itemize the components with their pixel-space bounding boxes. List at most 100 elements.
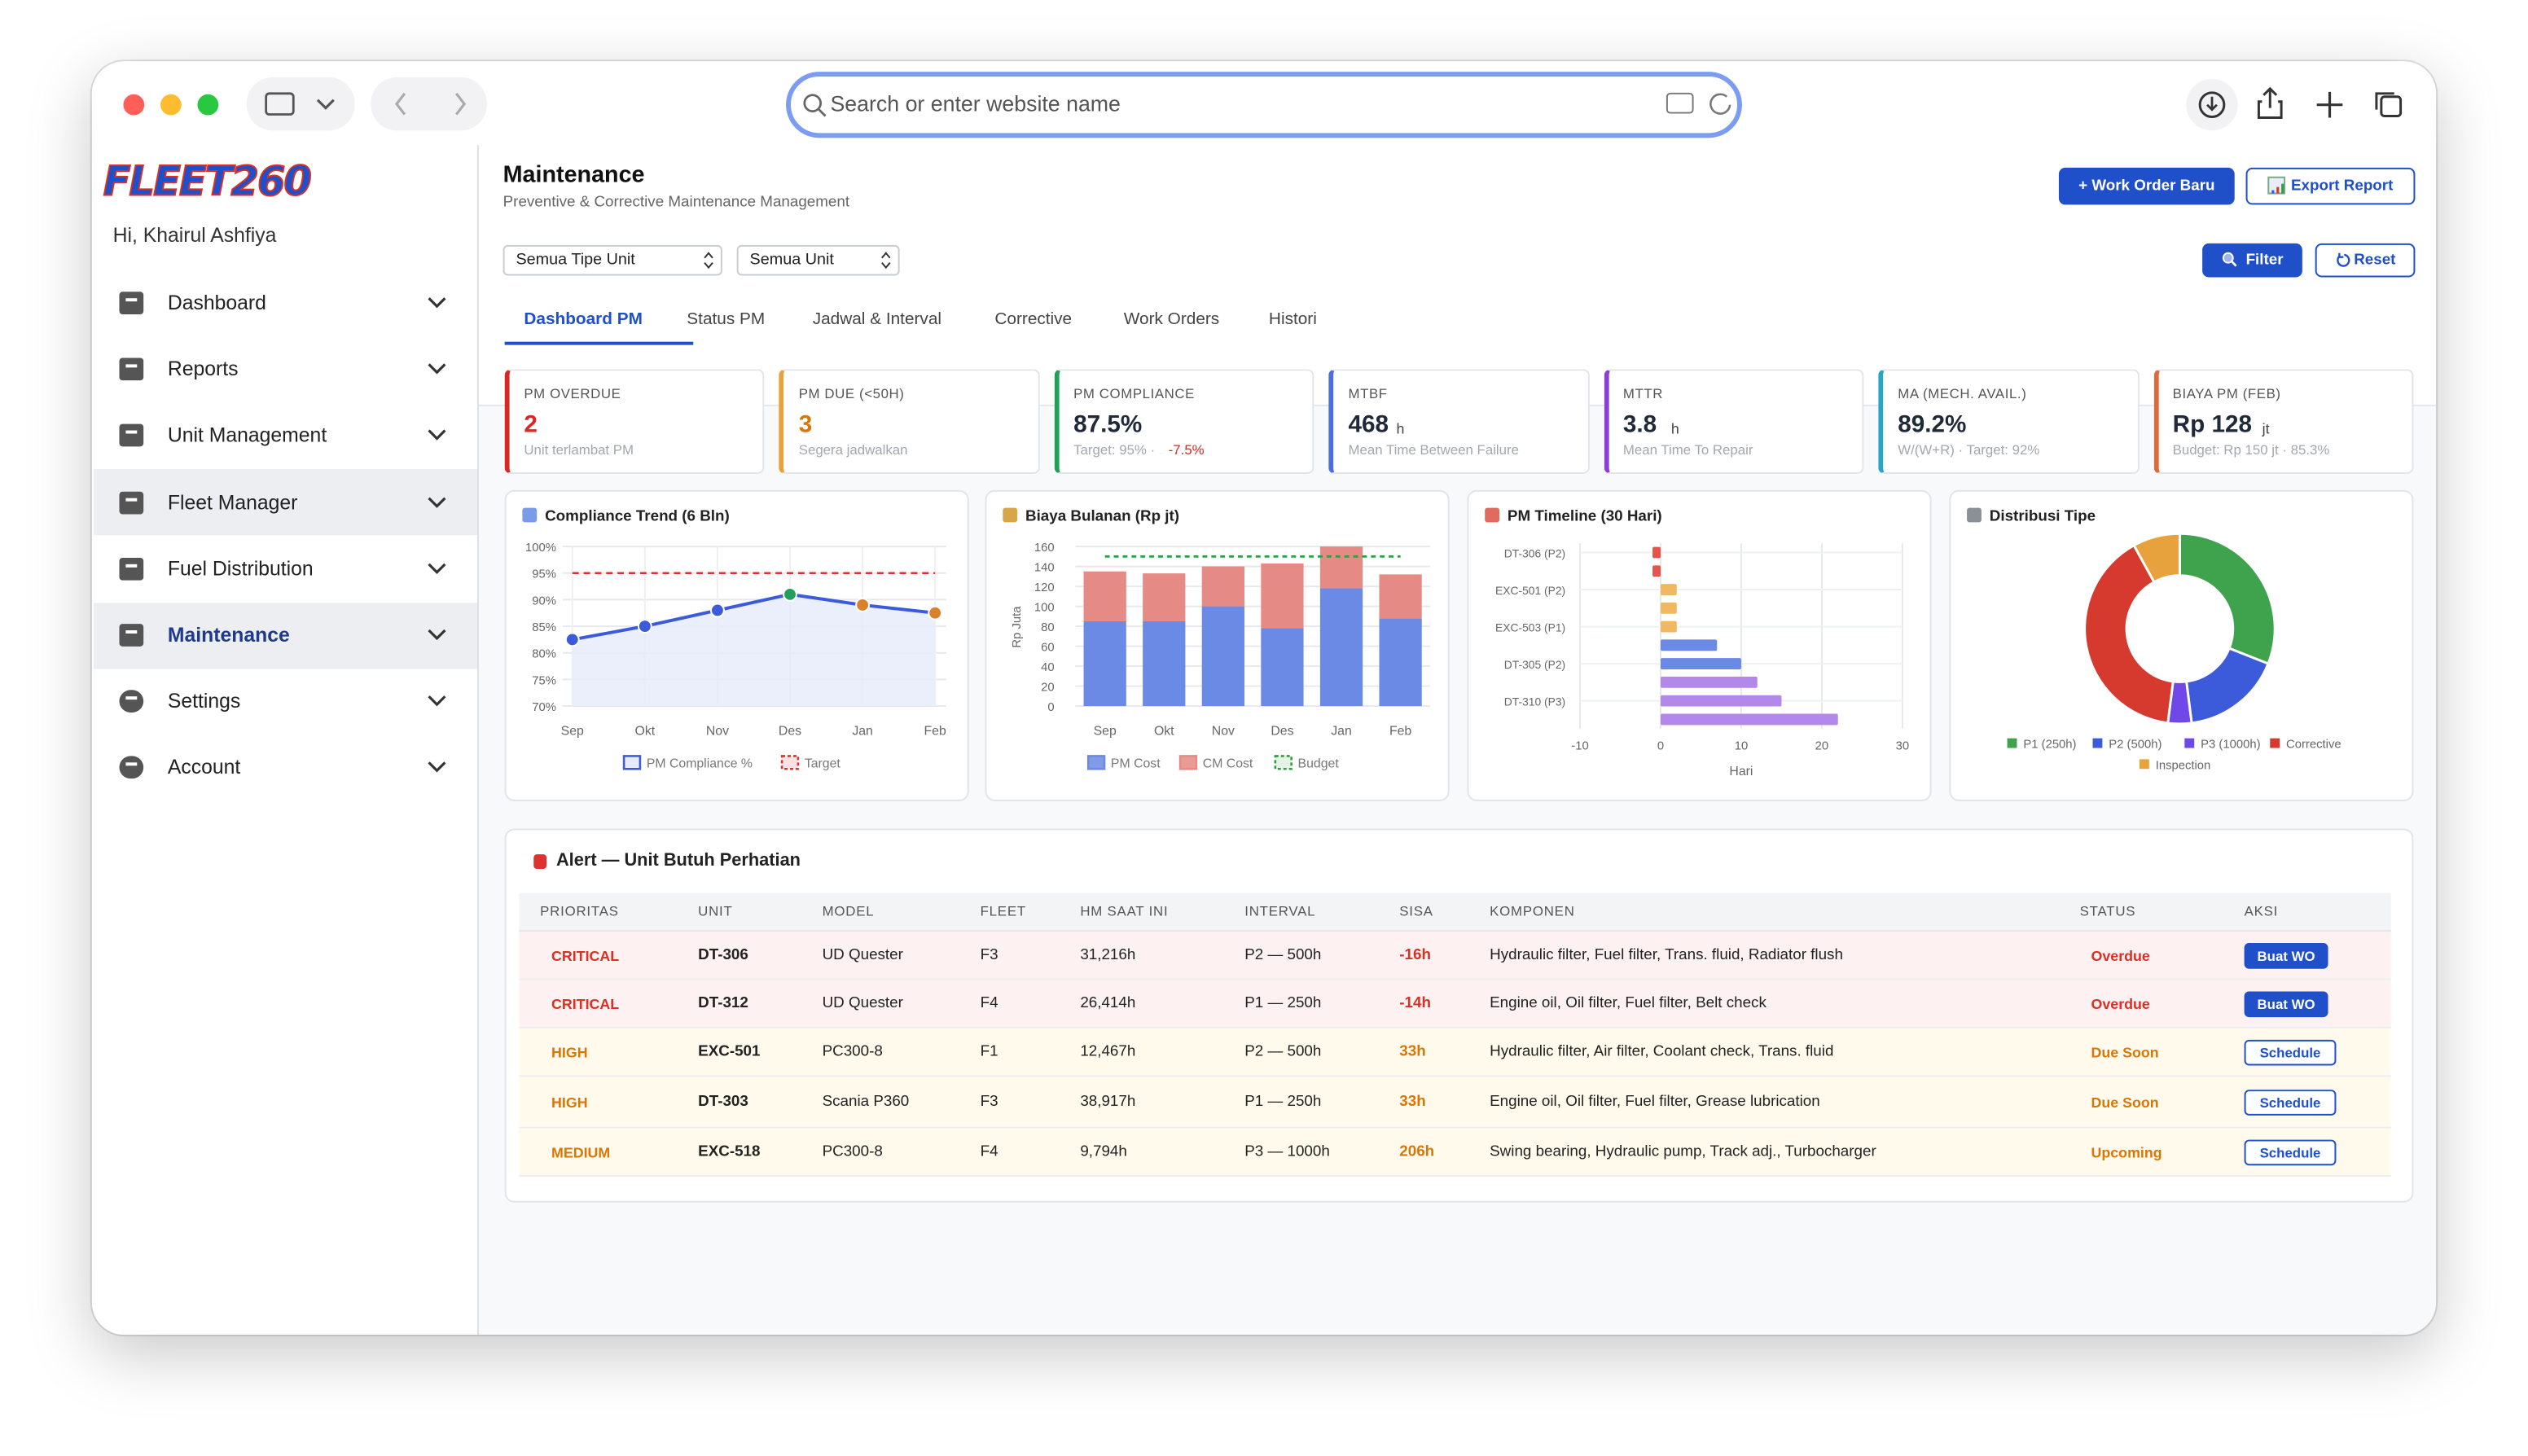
- legend-label: Budget: [1298, 757, 1340, 770]
- table-cell: Due Soon: [2091, 1094, 2159, 1111]
- bar-segment: [1143, 573, 1186, 621]
- nav-icon: [119, 557, 144, 581]
- tabs-button[interactable]: [2380, 95, 2403, 118]
- nav-icon: [119, 690, 144, 713]
- arrows: [704, 252, 713, 270]
- minimize-button[interactable]: [160, 94, 182, 116]
- kpi-label: MTTR: [1622, 385, 1663, 401]
- column-header: KOMPONEN: [1490, 902, 1575, 919]
- kpi-note: Target: 95% ·: [1073, 441, 1156, 458]
- tab[interactable]: Histori: [1268, 309, 1317, 329]
- table-row: [519, 1077, 2391, 1129]
- table-cell: Swing bearing, Hydraulic pump, Track adj…: [1490, 1142, 1876, 1161]
- zoom-button[interactable]: [197, 94, 219, 116]
- nav-icon-detail: [125, 630, 138, 634]
- sidebar-toggle[interactable]: [246, 77, 355, 131]
- filter-select[interactable]: Semua Unit: [736, 244, 900, 276]
- icon: [2337, 252, 2350, 267]
- create-wo-button[interactable]: Buat WO: [2244, 943, 2328, 969]
- legend-swatch: [1274, 755, 1293, 770]
- column-header: INTERVAL: [1244, 902, 1316, 919]
- kpi-label: PM COMPLIANCE: [1073, 385, 1195, 401]
- nav-item[interactable]: Fuel Distribution: [167, 557, 314, 581]
- tab[interactable]: Dashboard PM: [504, 295, 694, 345]
- kpi-note: Budget: Rp 150 jt · 85.3%: [2172, 441, 2330, 458]
- bar: [1652, 565, 1661, 577]
- table-cell: UD Quester: [822, 946, 903, 964]
- tab[interactable]: Corrective: [994, 309, 1073, 329]
- bar-segment: [1083, 571, 1126, 621]
- column-header: HM SAAT INI: [1080, 902, 1169, 919]
- nav-icon-shape: [119, 424, 144, 448]
- point: [855, 598, 870, 612]
- chart-title: PM Timeline (30 Hari): [1508, 507, 1662, 524]
- icon: [2222, 252, 2234, 264]
- address-bar[interactable]: [786, 72, 1742, 138]
- filter-button[interactable]: Filter: [2202, 243, 2302, 278]
- table-cell: HIGH: [551, 1094, 588, 1111]
- bar-segment: [1379, 574, 1422, 619]
- reset-button[interactable]: Reset: [2315, 243, 2416, 278]
- nav-item[interactable]: Account: [167, 757, 241, 779]
- kpi-label: PM DUE (<50H): [798, 385, 905, 401]
- x-tick-label: Feb: [924, 725, 946, 739]
- nav-item[interactable]: Reports: [167, 357, 239, 381]
- new-tab-button[interactable]: [2316, 91, 2343, 118]
- table-cell: P1 — 250h: [1244, 1093, 1322, 1111]
- table-row: [519, 932, 2391, 980]
- new-work-order-button[interactable]: + Work Order Baru: [2058, 167, 2235, 205]
- tab[interactable]: Jadwal & Interval: [812, 309, 942, 329]
- table-cell: Engine oil, Oil filter, Fuel filter, Gre…: [1490, 1093, 1820, 1111]
- schedule-button[interactable]: Schedule: [2244, 1139, 2337, 1166]
- y-tick-label: 100: [1034, 602, 1055, 615]
- table-cell: CRITICAL: [551, 947, 620, 964]
- export-report-button[interactable]: Export Report: [2245, 167, 2416, 205]
- nav-item[interactable]: Fleet Manager: [167, 490, 298, 514]
- point: [637, 619, 652, 634]
- chart: PM Timeline (30 Hari) -10 0 10 20 30 DT-306 (P…: [1485, 507, 1909, 778]
- bar: [1660, 713, 1838, 726]
- filter-select[interactable]: Semua Tipe Unit: [503, 244, 722, 276]
- nav-item[interactable]: Dashboard: [167, 292, 266, 315]
- kpi-value: Rp 128: [2172, 410, 2253, 439]
- area-fill: [572, 594, 936, 707]
- download-icon: [2198, 91, 2226, 119]
- legend-swatch: [1086, 755, 1106, 770]
- tab[interactable]: Work Orders: [1123, 309, 1220, 329]
- line: [572, 592, 936, 642]
- point: [928, 605, 943, 621]
- bar-segment: [1201, 566, 1244, 607]
- nav-icon-shape: [119, 490, 144, 514]
- chevron: [428, 496, 446, 508]
- table-row: [519, 980, 2391, 1028]
- table-cell: UD Quester: [822, 994, 903, 1013]
- share-button[interactable]: [2257, 86, 2283, 119]
- alert-title: Alert — Unit Butuh Perhatian: [555, 851, 801, 871]
- nav-buttons[interactable]: [371, 77, 487, 131]
- close-button[interactable]: [123, 94, 145, 116]
- bar: [1660, 584, 1677, 595]
- table-cell: F4: [980, 1142, 998, 1161]
- nav-icon: [119, 490, 144, 514]
- sidebar-icon: [265, 92, 295, 116]
- nav-icon: [119, 357, 144, 381]
- bar-segment: [1319, 546, 1363, 589]
- kpi-value: 87.5%: [1073, 410, 1143, 439]
- nav-item[interactable]: Settings: [167, 690, 241, 713]
- nav-item[interactable]: Unit Management: [167, 424, 327, 448]
- y-tick-label: 140: [1034, 562, 1055, 575]
- kpi-note: Unit terlambat PM: [524, 441, 634, 458]
- table-cell: PC300-8: [822, 1142, 883, 1161]
- table-cell: -14h: [1399, 994, 1431, 1013]
- schedule-button[interactable]: Schedule: [2244, 1090, 2337, 1116]
- create-wo-button[interactable]: Buat WO: [2244, 991, 2328, 1018]
- tab[interactable]: Status PM: [687, 309, 766, 329]
- nav-item[interactable]: Maintenance: [167, 624, 290, 647]
- nav-icon-shape: [119, 292, 144, 315]
- kpi-card: PM DUE (<50H) 3 Segera jadwalkan: [779, 369, 1040, 474]
- nav-icon-detail: [125, 696, 138, 700]
- table-cell: P1 — 250h: [1244, 994, 1322, 1013]
- schedule-button[interactable]: Schedule: [2244, 1039, 2337, 1066]
- nav-arrows: [394, 92, 467, 116]
